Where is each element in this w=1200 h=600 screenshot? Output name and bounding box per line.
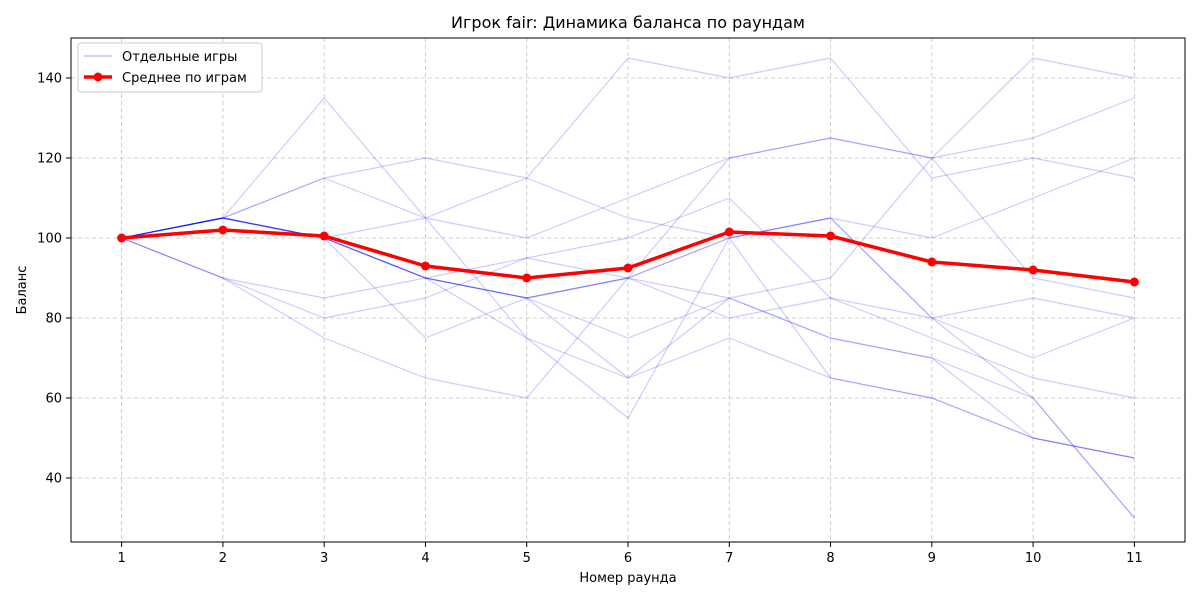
individual-game-line-13 [121, 217, 1135, 519]
individual-game-line-8 [121, 217, 1135, 319]
individual-game-line-5 [121, 197, 1135, 399]
individual-game-line-9 [121, 237, 1135, 399]
y-tick-label: 40 [45, 472, 62, 487]
individual-game-line-6 [121, 237, 1135, 459]
x-axis-title: Номер раунда [579, 571, 676, 586]
mean-point [927, 257, 937, 267]
y-tick-label: 100 [37, 232, 62, 247]
mean-point [117, 233, 127, 243]
individual-game-line-7 [121, 57, 1135, 339]
x-tick-label: 11 [1126, 551, 1143, 566]
x-tick-label: 4 [421, 551, 429, 566]
y-axis-ticks: 40 60 80 100 120 140 [37, 72, 71, 487]
legend-box [77, 42, 263, 93]
y-axis-title: Баланс [15, 266, 30, 315]
x-tick-label: 7 [725, 551, 733, 566]
chart-title: Игрок fair: Динамика баланса по раундам [451, 13, 805, 32]
x-tick-label: 1 [117, 551, 125, 566]
mean-series [117, 225, 1139, 287]
individual-game-line-11 [121, 217, 1135, 459]
mean-point [218, 225, 228, 235]
x-tick-label: 9 [928, 551, 936, 566]
individual-game-line-3 [121, 57, 1135, 239]
mean-point [623, 263, 633, 273]
y-tick-label: 60 [45, 392, 62, 407]
mean-point [1129, 277, 1139, 287]
x-tick-label: 2 [219, 551, 227, 566]
y-tick-label: 120 [37, 152, 62, 167]
legend-label-mean: Среднее по играм [122, 71, 247, 86]
individual-game-line-12 [121, 97, 1135, 299]
individual-game-line-1 [121, 97, 1135, 519]
individual-game-line-4 [121, 137, 1135, 299]
x-axis-ticks: 1 2 3 4 5 6 7 8 9 10 11 [117, 542, 1143, 566]
individual-game-line-2 [121, 157, 1135, 239]
mean-point [826, 231, 836, 241]
legend-marker-mean [93, 72, 103, 82]
individual-game-line-10 [121, 217, 1135, 459]
mean-point [420, 261, 430, 271]
mean-point [522, 273, 532, 283]
individual-games-lines [121, 57, 1135, 519]
mean-point [319, 231, 329, 241]
x-tick-label: 5 [523, 551, 531, 566]
legend-label-individual: Отдельные игры [122, 50, 237, 65]
mean-point [1028, 265, 1038, 275]
x-tick-label: 3 [320, 551, 328, 566]
x-tick-label: 6 [624, 551, 632, 566]
x-tick-label: 8 [826, 551, 834, 566]
y-tick-label: 140 [37, 72, 62, 87]
mean-point [724, 227, 734, 237]
y-tick-label: 80 [45, 312, 62, 327]
x-tick-label: 10 [1025, 551, 1042, 566]
legend: Отдельные игры Среднее по играм [77, 42, 263, 93]
